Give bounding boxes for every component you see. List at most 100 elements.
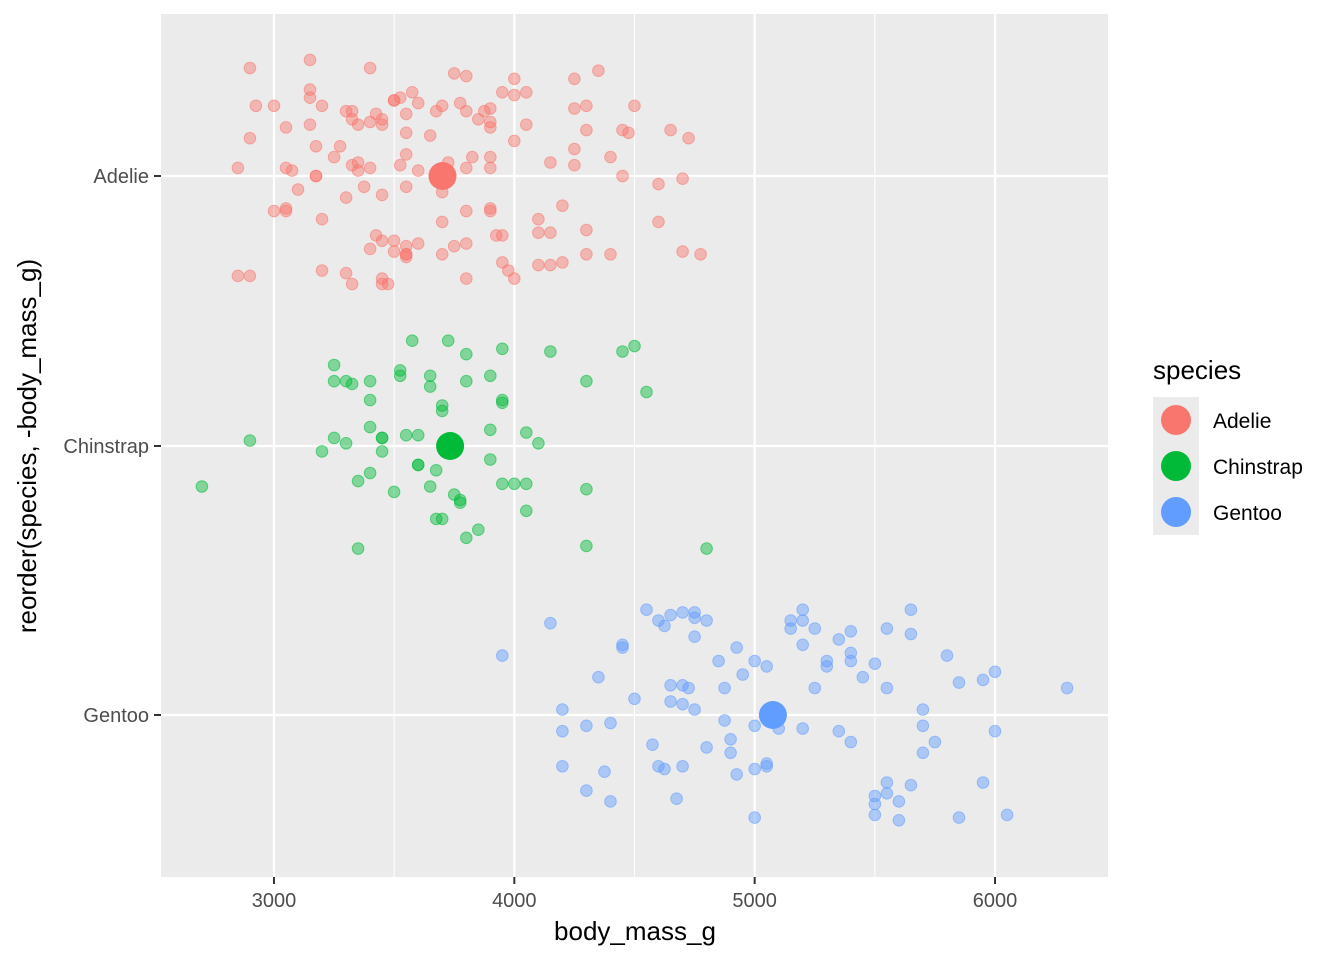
data-point-chinstrap xyxy=(544,345,557,358)
data-point-gentoo xyxy=(724,746,737,760)
data-point-gentoo xyxy=(904,627,918,641)
data-point-chinstrap xyxy=(327,431,341,445)
data-point-gentoo xyxy=(700,614,713,627)
data-point-chinstrap xyxy=(580,482,593,496)
data-point-gentoo xyxy=(904,778,918,792)
data-point-adelie xyxy=(460,204,473,218)
data-point-adelie xyxy=(460,272,473,285)
data-point-chinstrap xyxy=(363,420,377,434)
data-point-adelie xyxy=(339,266,353,280)
data-point-chinstrap xyxy=(640,385,653,399)
data-point-gentoo xyxy=(976,673,990,687)
data-point-gentoo xyxy=(760,757,774,770)
data-point-gentoo xyxy=(682,681,695,695)
data-point-chinstrap xyxy=(423,380,437,393)
data-point-adelie xyxy=(604,248,617,261)
legend-label-adelie: Adelie xyxy=(1213,410,1271,433)
data-point-adelie xyxy=(694,248,707,261)
data-point-gentoo xyxy=(796,614,810,627)
data-point-chinstrap xyxy=(339,374,353,388)
data-point-chinstrap xyxy=(363,466,377,480)
data-point-gentoo xyxy=(856,670,870,684)
data-point-adelie xyxy=(568,72,581,86)
legend-title: species xyxy=(1153,355,1241,385)
data-point-gentoo xyxy=(688,611,701,625)
data-point-adelie xyxy=(303,53,317,67)
data-point-gentoo xyxy=(736,668,750,681)
data-point-adelie xyxy=(580,248,593,261)
data-point-adelie xyxy=(652,177,665,191)
data-point-adelie xyxy=(580,99,593,113)
data-point-chinstrap xyxy=(484,453,497,466)
data-point-chinstrap xyxy=(327,374,341,388)
data-point-chinstrap xyxy=(363,374,377,388)
data-point-chinstrap xyxy=(429,464,443,477)
data-point-adelie xyxy=(315,264,329,277)
data-point-gentoo xyxy=(808,681,822,695)
data-point-chinstrap xyxy=(453,496,467,510)
legend: species Adelie Chinstrap Gentoo xyxy=(1153,355,1303,535)
data-point-adelie xyxy=(520,118,533,131)
data-point-chinstrap xyxy=(484,423,497,437)
data-point-gentoo xyxy=(952,811,966,824)
data-point-adelie xyxy=(315,99,329,113)
mean-points xyxy=(428,162,787,729)
data-point-adelie xyxy=(676,172,689,185)
data-point-adelie xyxy=(568,102,581,115)
data-point-gentoo xyxy=(652,760,665,773)
data-point-adelie xyxy=(399,248,413,261)
data-point-adelie xyxy=(556,199,569,212)
x-axis: 3000 4000 5000 6000 xyxy=(252,877,1017,912)
data-point-gentoo xyxy=(988,665,1002,679)
data-point-gentoo xyxy=(880,681,894,695)
data-point-gentoo xyxy=(760,760,774,773)
data-point-gentoo xyxy=(640,603,653,617)
data-point-adelie xyxy=(375,188,389,202)
data-point-gentoo xyxy=(868,797,882,811)
legend-label-chinstrap: Chinstrap xyxy=(1213,456,1303,479)
data-point-adelie xyxy=(387,94,401,107)
data-point-chinstrap xyxy=(315,445,329,458)
data-point-adelie xyxy=(460,69,473,83)
data-point-chinstrap xyxy=(628,339,641,353)
data-point-gentoo xyxy=(598,765,611,779)
data-point-adelie xyxy=(478,104,491,118)
data-point-chinstrap xyxy=(520,504,533,518)
data-point-adelie xyxy=(279,202,293,215)
data-point-adelie xyxy=(351,118,365,131)
data-point-gentoo xyxy=(580,719,593,733)
data-point-chinstrap xyxy=(496,477,509,491)
data-point-adelie xyxy=(532,226,545,239)
data-point-adelie xyxy=(466,150,479,164)
data-point-adelie xyxy=(333,140,347,153)
data-point-adelie xyxy=(520,86,533,99)
data-point-gentoo xyxy=(616,638,629,652)
data-point-chinstrap xyxy=(423,369,437,383)
data-point-adelie xyxy=(592,64,605,77)
legend-key-adelie xyxy=(1161,405,1191,435)
data-point-gentoo xyxy=(676,606,689,619)
data-point-adelie xyxy=(279,204,293,218)
data-point-adelie xyxy=(460,161,473,175)
data-point-adelie xyxy=(279,121,293,134)
data-point-adelie xyxy=(267,99,281,113)
data-point-gentoo xyxy=(748,762,762,776)
data-point-gentoo xyxy=(916,703,930,716)
data-point-adelie xyxy=(622,126,635,140)
data-point-chinstrap xyxy=(700,542,713,555)
data-point-gentoo xyxy=(868,808,882,822)
data-point-gentoo xyxy=(820,660,834,673)
data-point-adelie xyxy=(580,223,593,237)
data-point-chinstrap xyxy=(472,523,485,537)
data-point-gentoo xyxy=(718,681,731,695)
data-point-adelie xyxy=(393,158,407,172)
data-point-adelie xyxy=(435,99,449,113)
data-point-gentoo xyxy=(988,724,1002,738)
data-point-adelie xyxy=(399,180,413,194)
data-point-adelie xyxy=(399,107,413,121)
data-point-adelie xyxy=(676,245,689,258)
data-point-gentoo xyxy=(664,608,677,622)
data-point-chinstrap xyxy=(411,458,425,472)
data-point-gentoo xyxy=(976,776,990,789)
